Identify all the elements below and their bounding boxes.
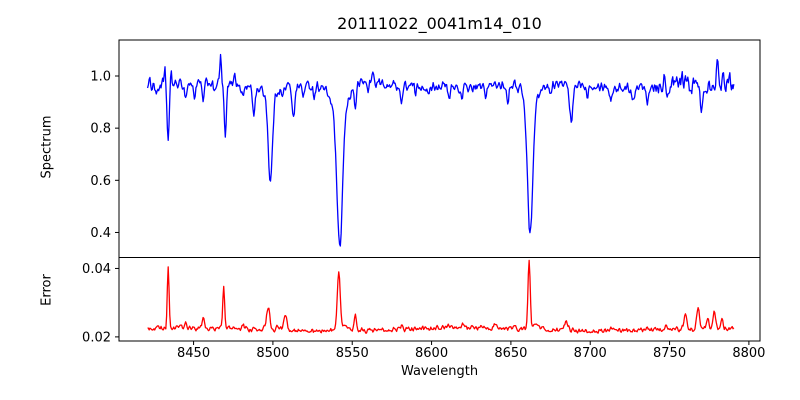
x-tick-label: 8700 xyxy=(574,346,607,361)
x-tick-label: 8750 xyxy=(653,346,686,361)
x-axis-label: Wavelength xyxy=(400,364,479,379)
x-tick-label: 8600 xyxy=(415,346,448,361)
x-tick-label: 8550 xyxy=(336,346,369,361)
error-line xyxy=(147,259,735,334)
spectrum-y-tick-label: 0.4 xyxy=(90,226,111,241)
error-y-tick-label: 0.04 xyxy=(82,262,111,277)
y-axis-label-error: Error xyxy=(39,274,55,306)
spectrum-y-tick-label: 0.6 xyxy=(90,174,111,189)
error-panel-frame xyxy=(118,257,761,342)
x-tick-label: 8450 xyxy=(177,346,210,361)
x-tick-label: 8500 xyxy=(256,346,289,361)
plot-title: 20111022_0041m14_010 xyxy=(337,14,542,33)
y-axis-label-spectrum: Spectrum xyxy=(39,115,55,179)
spectrum-line xyxy=(146,53,735,247)
spectrum-panel-frame xyxy=(118,39,761,258)
x-tick-label: 8800 xyxy=(732,346,765,361)
x-tick-label: 8650 xyxy=(494,346,527,361)
spectrum-y-tick-label: 1.0 xyxy=(90,69,111,84)
spectrum-y-tick-label: 0.8 xyxy=(90,122,111,137)
error-y-tick-label: 0.02 xyxy=(82,330,111,345)
